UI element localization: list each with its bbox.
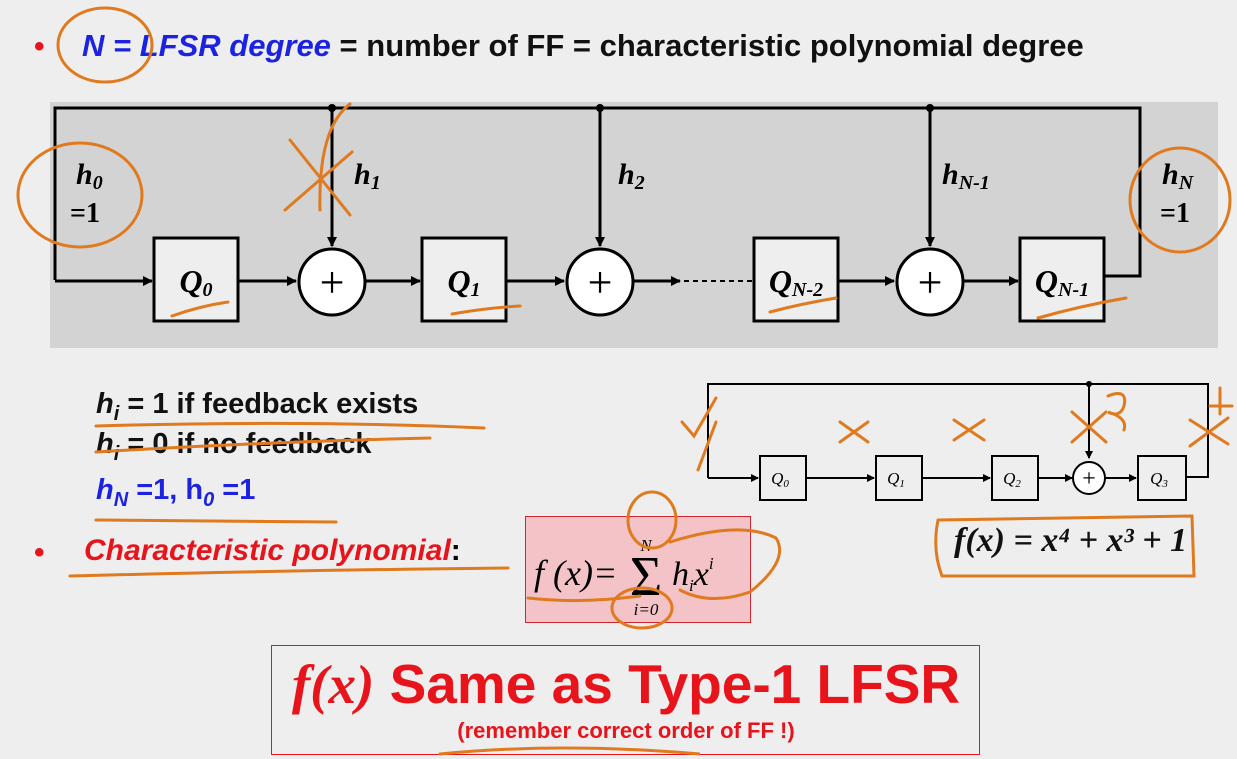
hN-label: hN [1162,158,1195,194]
bullet-2: • [34,536,45,569]
hN-value: =1 [1160,198,1190,229]
conclusion-title: f(x) Same as Type-1 LFSR [291,653,961,715]
flipflop-q0 [152,236,240,323]
svg-text:i=0: i=0 [634,600,659,619]
q1-label: Q1 [447,263,480,301]
svg-text:+: + [320,258,345,307]
annotations [16,6,1232,320]
conclusion-box [271,645,980,755]
qN-2-label: QN-2 [769,263,823,301]
heading-definition: = number of FF = characteristic polynomi… [330,28,1084,63]
formula: f (x)= N Σ i=0 hixi [534,536,714,619]
text-annotations [68,421,700,756]
charpoly-label: Characteristic polynomial [84,534,451,567]
hN-1-label: hN-1 [942,158,990,194]
example-diagram: Q0 Q1 Q2 Q3 + [680,381,1234,578]
svg-text:+: + [918,258,943,307]
heading: N = LFSR degree = number of FF = charact… [82,28,1084,64]
qN-1-label: QN-1 [1035,263,1089,301]
svg-text:Q0: Q0 [771,469,789,490]
q0-label: Q0 [179,263,212,301]
flipflop-qN-1 [1018,236,1106,323]
svg-text:+: + [588,258,613,307]
bullet: • [34,30,45,63]
svg-text:Q3: Q3 [1150,469,1168,490]
example-polynomial: f(x) = x⁴ + x³ + 1 [954,522,1188,559]
lfsr-diagram: Q0 Q1 QN-2 QN-1 + + + h0 =1 h1 h2 hN-1 h… [16,6,1232,348]
h1-label: h1 [354,158,381,194]
heading-term: N = LFSR degree [82,28,331,63]
formula-annotations [610,490,782,630]
formula-box: f (x)= N Σ i=0 hixi [525,516,751,623]
xor-gate-1: + [297,247,367,317]
xor-gate-2: + [565,247,635,317]
h0-value: =1 [70,198,100,229]
svg-text:N: N [639,536,653,555]
svg-text:+: + [1082,466,1096,492]
svg-text:hixi: hixi [672,554,714,595]
charpoly-line: Characteristic polynomial: [84,534,461,567]
xor-gate-3: + [895,247,965,317]
conclusion-note: (remember correct order of FF !) [457,718,795,743]
svg-text:f (x)=: f (x)= [534,553,617,593]
svg-text:Q1: Q1 [887,469,905,490]
rule-endpoints: hN =1, h0 =1 [96,474,256,511]
h2-label: h2 [618,158,645,194]
h0-label: h0 [76,158,103,194]
svg-text:Q2: Q2 [1003,469,1021,490]
rule-feedback-exists: hi = 1 if feedback exists [96,388,419,425]
feedback-bus [53,106,1142,280]
